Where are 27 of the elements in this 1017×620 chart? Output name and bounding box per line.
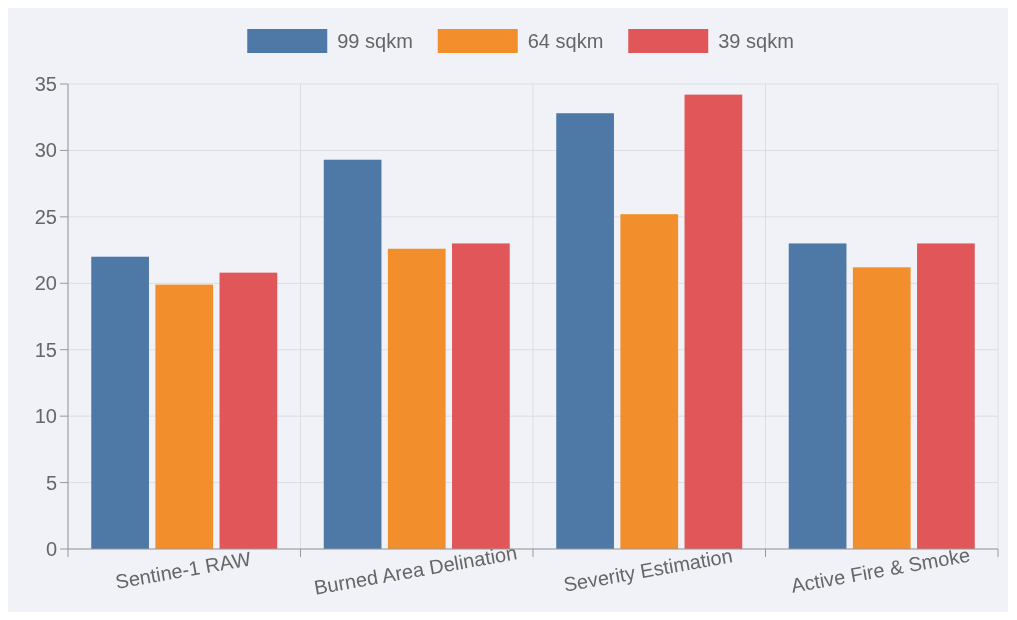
legend-label: 99 sqkm xyxy=(337,30,413,52)
y-tick-label: 5 xyxy=(45,471,57,494)
bar xyxy=(788,243,847,549)
y-tick-label: 0 xyxy=(45,538,57,560)
x-tick-label: Severity Estimation xyxy=(561,544,735,596)
bar xyxy=(452,243,510,549)
bar xyxy=(852,267,911,549)
legend-label: 39 sqkm xyxy=(718,30,794,52)
bar xyxy=(155,284,214,549)
y-tick-label: 10 xyxy=(34,405,57,428)
bar xyxy=(620,214,679,549)
y-tick-label: 20 xyxy=(34,272,57,295)
bar xyxy=(91,256,149,549)
y-tick-label: 30 xyxy=(34,139,57,162)
bar xyxy=(556,113,614,549)
x-tick-label: Burned Area Delination xyxy=(312,541,519,599)
y-tick-label: 25 xyxy=(34,205,57,228)
bar xyxy=(323,159,382,549)
bar xyxy=(219,272,278,549)
x-tick-label: Sentine-1 RAW xyxy=(113,547,253,593)
bar xyxy=(684,94,743,549)
y-tick-label: 35 xyxy=(34,73,57,95)
bar xyxy=(917,243,975,549)
legend-label: 64 sqkm xyxy=(527,30,604,52)
x-tick-label: Active Fire & Smoke xyxy=(789,543,972,597)
y-tick-label: 15 xyxy=(34,338,57,361)
bar xyxy=(387,248,446,549)
